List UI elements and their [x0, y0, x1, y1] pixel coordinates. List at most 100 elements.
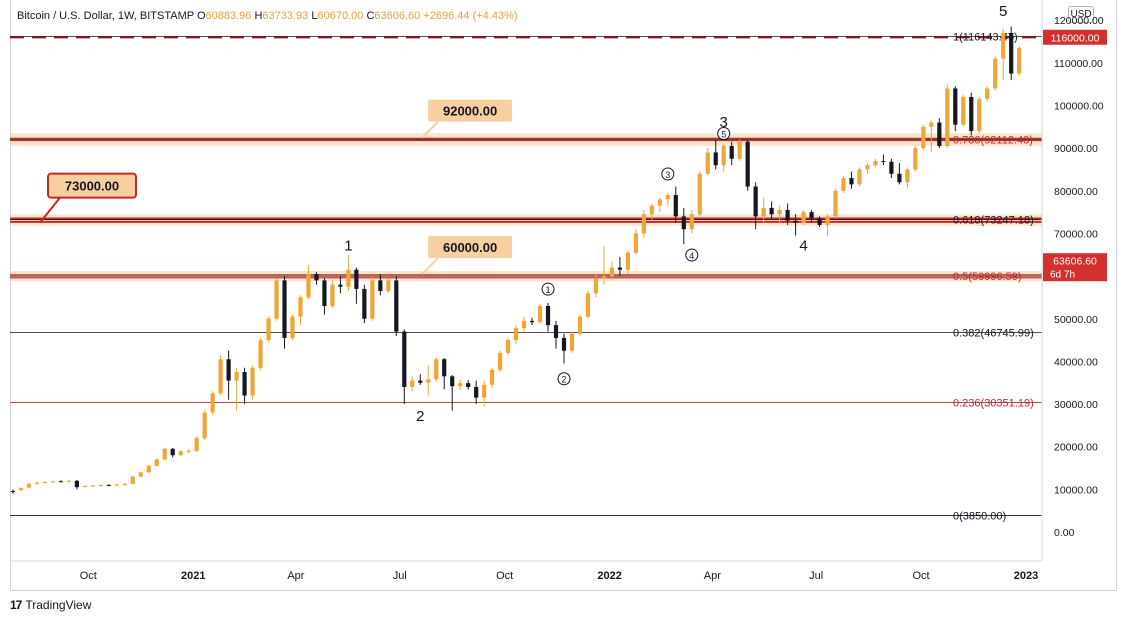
candle-body [665, 195, 670, 200]
candle-body [354, 269, 359, 289]
elliott-wave-label: 1 [344, 238, 352, 255]
candle-body [985, 88, 990, 100]
candle-body [593, 278, 599, 294]
elliott-subwave-label: 5 [721, 129, 726, 139]
elliott-subwave-circle [685, 248, 699, 262]
candle-body [601, 276, 607, 279]
candle-body [290, 316, 295, 338]
currency-button[interactable]: USD [1068, 6, 1094, 23]
candle-body [641, 214, 646, 234]
candle-body [1001, 32, 1006, 59]
symbol-title[interactable]: Bitcoin / U.S. Dollar, 1W, BITSTAMP [17, 10, 194, 22]
candle-body [777, 209, 782, 215]
candle-body [529, 320, 535, 323]
fib-level-label: 0.5(59996.59) [953, 271, 1022, 283]
price-badge-text: 63606.60 [1053, 256, 1097, 268]
tradingview-branding[interactable]: 17 TradingView [10, 598, 91, 612]
candle-body [689, 214, 694, 230]
candle-body [330, 284, 335, 306]
candle-body [130, 476, 135, 484]
price-chart[interactable]: 1(116143.47) 0.786(92112.43) 0.618(73247.1… [0, 0, 1125, 590]
candle-body [633, 233, 638, 253]
elliott-wave-label: 2 [416, 408, 424, 425]
price-callout-text: 60000.00 [443, 240, 497, 255]
candle-body [721, 146, 726, 166]
candle-body [889, 161, 894, 174]
candle-body [857, 169, 862, 185]
candle-body [18, 488, 24, 491]
candle-body [402, 331, 407, 387]
time-tick-label: Apr [704, 570, 721, 582]
candle-body [450, 376, 455, 387]
candle-body [98, 485, 103, 487]
time-tick-label: Oct [80, 570, 97, 582]
candle-body [801, 212, 806, 223]
time-tick-label: Oct [496, 570, 513, 582]
candle-body [841, 178, 846, 191]
time-tick-label: Jul [393, 570, 407, 582]
candle-body [242, 372, 247, 396]
callout-pointer [39, 197, 61, 224]
candle-body [809, 212, 814, 219]
candle-body [458, 383, 463, 387]
candle-body [394, 280, 399, 332]
candle-body [498, 352, 503, 370]
candle-body [1017, 47, 1022, 74]
price-tick-label: 80000.00 [1054, 186, 1098, 198]
high-value: 63733.93 [262, 10, 309, 22]
low-value: 60670.00 [317, 10, 364, 22]
candle-body [905, 169, 910, 183]
candle-body [82, 485, 87, 487]
time-tick-label: 2023 [1014, 570, 1038, 582]
price-tick-label: 110000.00 [1054, 58, 1103, 70]
candle-body [553, 325, 559, 338]
price-callout-text: 92000.00 [443, 104, 497, 119]
close-value: 63606.60 [374, 10, 421, 22]
change-value: +2696.44 (+4.43%) [423, 10, 518, 22]
candle-body [210, 393, 215, 413]
candle-body [849, 178, 854, 185]
elliott-subwave-label: 3 [665, 170, 670, 180]
candle-body [114, 484, 119, 486]
candle-body [90, 485, 95, 487]
price-callout-box [428, 236, 513, 259]
candle-body [26, 483, 32, 488]
price-callout-box [428, 99, 513, 122]
open-value: 60883.96 [205, 10, 252, 22]
low-label: L [311, 10, 318, 22]
fib-level-label: 1(116143.47) [953, 32, 1018, 44]
candle-body [561, 337, 567, 351]
elliott-subwave-circle [717, 126, 731, 140]
candle-body [945, 88, 950, 147]
candle-body [673, 195, 678, 217]
candle-body [993, 58, 998, 89]
fib-level-label: 0.618(73247.18) [953, 215, 1034, 227]
candle-body [825, 216, 830, 225]
candle-body [657, 199, 662, 206]
candle-body [937, 122, 942, 147]
candle-body [162, 448, 167, 460]
candle-body [769, 207, 774, 215]
candle-body [274, 280, 279, 319]
candle-body [202, 412, 207, 439]
candle-body [625, 252, 630, 270]
candle-body [194, 438, 199, 451]
candle-body [378, 280, 383, 292]
candle-body [306, 273, 311, 298]
candle-body [346, 269, 351, 287]
price-badge [1043, 29, 1107, 45]
candle-body [434, 359, 439, 380]
fib-level-label: 0.236(30351.19) [953, 398, 1034, 410]
time-tick-label: Apr [287, 570, 304, 582]
candle-body [58, 481, 64, 483]
elliott-wave-label: 4 [799, 238, 807, 255]
symbol-header: Bitcoin / U.S. Dollar, 1W, BITSTAMP O608… [17, 10, 518, 22]
candle-body [234, 372, 239, 381]
candle-body [146, 465, 151, 473]
candle-body [793, 220, 798, 223]
price-tick-label: 0.00 [1054, 527, 1075, 539]
candle-body [314, 273, 319, 281]
candle-body [913, 148, 918, 170]
candle-body [218, 359, 223, 394]
candle-body [697, 173, 702, 215]
